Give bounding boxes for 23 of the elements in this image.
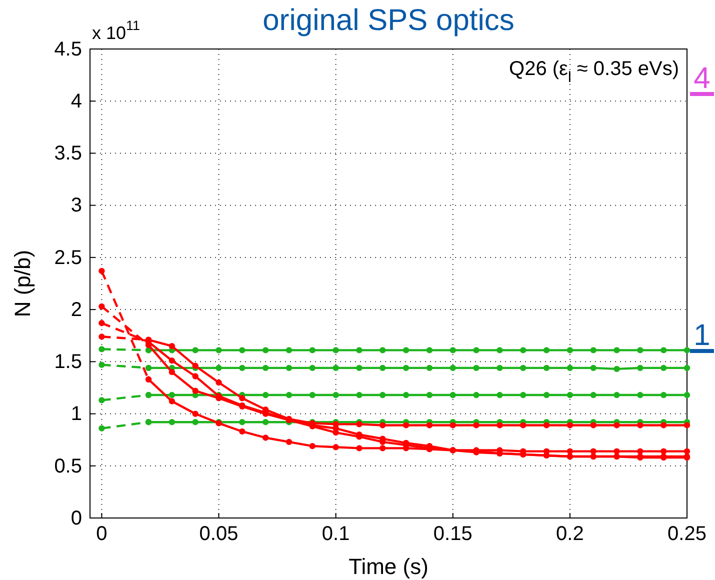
y-tick-label: 0 <box>70 507 82 530</box>
x-tick-label: 0.15 <box>433 523 472 546</box>
y-axis-title: N (p/b) <box>10 250 35 318</box>
x-tick-label: 0.25 <box>668 523 706 546</box>
x-tick-label: 0 <box>96 523 108 546</box>
x-tick-label: 0.2 <box>556 523 584 546</box>
text: x 10$^{11}$ <box>92 18 140 43</box>
x-axis-title: Time (s) <box>348 554 428 579</box>
chart-title: original SPS optics <box>262 4 514 37</box>
y-tick-label: 1.5 <box>54 351 82 374</box>
y-tick-label: 4 <box>70 90 82 113</box>
y-tick-label: 2.5 <box>54 246 82 269</box>
annotation: Q26 (ε$_{l}$ ≈ 0.35 eVs) <box>509 58 679 86</box>
y-tick-label: 4.5 <box>54 38 82 60</box>
y-tick-label: 3 <box>70 194 82 217</box>
y-tick-label: 2 <box>70 298 82 321</box>
text: 4 <box>694 62 710 95</box>
y-tick-label: 3.5 <box>54 142 82 165</box>
y-tick-label: 1 <box>70 403 82 426</box>
y-tick-label: 0.5 <box>54 455 82 478</box>
x-tick-label: 0.05 <box>199 523 238 546</box>
text: 1 <box>694 319 710 352</box>
x-tick-label: 0.1 <box>322 523 350 546</box>
